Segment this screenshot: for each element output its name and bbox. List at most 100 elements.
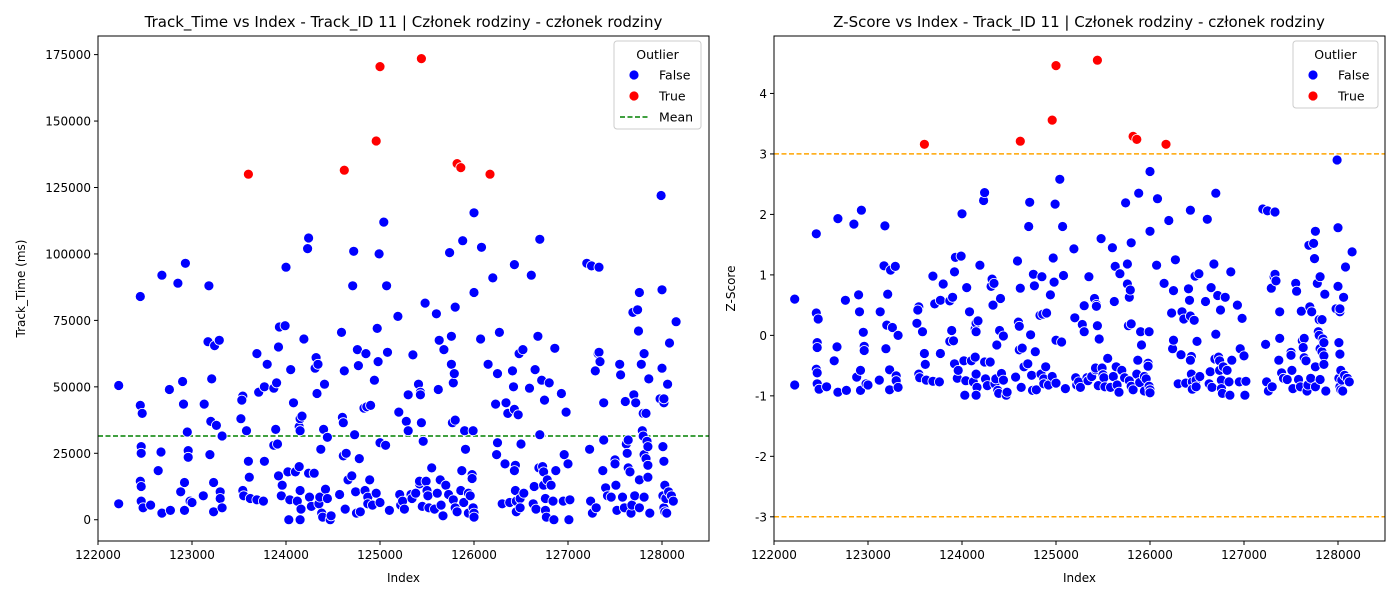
z-score-point-true-0 xyxy=(919,138,930,150)
track-time-point-false-58 xyxy=(257,495,269,507)
track-time-point-false-273 xyxy=(556,388,567,399)
z-score-point-false-202 xyxy=(1132,354,1144,366)
track-time-point-false-285 xyxy=(589,365,601,377)
z-score-point-false-146 xyxy=(1050,377,1062,389)
track-time-point-false-99 xyxy=(312,358,324,370)
track-time-legend-mean-label: Mean xyxy=(659,110,693,125)
z-score-point-false-197 xyxy=(1125,237,1137,249)
track-time-point-false-124 xyxy=(349,429,361,441)
z-score-point-true-1 xyxy=(1014,135,1026,147)
track-time-point-false-98 xyxy=(311,388,323,399)
track-time-legend-false-label: False xyxy=(659,68,691,83)
z-score-point-false-31 xyxy=(873,374,885,386)
z-score-point-false-224 xyxy=(1168,285,1179,297)
track-time-point-false-290 xyxy=(594,356,606,368)
z-score-point-false-214 xyxy=(1144,225,1156,237)
track-time-point-false-275 xyxy=(560,406,572,418)
track-time-legend-false-marker xyxy=(628,69,640,81)
z-score-point-false-74 xyxy=(959,389,971,401)
track-time-point-false-217 xyxy=(468,511,480,523)
track-time-point-false-137 xyxy=(364,474,376,486)
track-time-point-false-48 xyxy=(236,394,248,406)
z-score-y-tick-label: -2 xyxy=(755,450,767,464)
z-score-point-false-130 xyxy=(1030,384,1042,396)
z-score-point-false-22 xyxy=(855,364,866,376)
z-score-point-false-125 xyxy=(1026,369,1037,381)
track-time-point-false-278 xyxy=(564,494,576,506)
track-time-x-tick-label: 123000 xyxy=(169,548,215,562)
track-time-point-false-226 xyxy=(493,326,505,338)
z-score-point-false-52 xyxy=(919,348,930,359)
z-score-point-false-336 xyxy=(1320,385,1332,397)
z-score-point-false-203 xyxy=(1133,187,1145,199)
z-score-point-false-91 xyxy=(979,187,990,199)
track-time-point-false-148 xyxy=(380,439,392,451)
z-score-point-false-356 xyxy=(1346,246,1358,258)
track-time-point-false-220 xyxy=(482,358,494,370)
z-score-point-false-262 xyxy=(1215,304,1226,316)
track-time-point-false-187 xyxy=(438,344,450,356)
z-score-axes-frame xyxy=(773,35,1386,542)
z-score-point-false-267 xyxy=(1219,291,1231,303)
track-time-point-false-122 xyxy=(347,280,359,292)
track-time-point-false-123 xyxy=(348,245,360,257)
z-score-point-false-88 xyxy=(970,389,982,401)
track-time-point-false-221 xyxy=(487,272,499,284)
track-time-point-false-288 xyxy=(593,261,605,273)
track-time-y-tick-label: 100000 xyxy=(45,247,91,261)
track-time-point-false-142 xyxy=(371,322,383,334)
track-time-point-false-298 xyxy=(609,458,621,470)
z-score-point-false-153 xyxy=(1069,312,1081,324)
track-time-point-false-31 xyxy=(197,490,209,502)
z-score-point-false-32 xyxy=(879,220,891,232)
track-time-point-false-2 xyxy=(134,291,146,302)
z-score-point-false-218 xyxy=(1152,193,1163,205)
z-score-point-false-1 xyxy=(789,379,801,391)
track-time-point-false-328 xyxy=(638,491,650,503)
z-score-point-false-233 xyxy=(1185,204,1196,216)
track-time-point-false-334 xyxy=(642,471,654,483)
track-time-point-false-317 xyxy=(632,304,643,316)
z-score-point-false-317 xyxy=(1308,237,1319,249)
track-time-point-false-45 xyxy=(216,502,228,514)
z-score-point-false-200 xyxy=(1127,384,1139,396)
z-score-point-false-157 xyxy=(1075,381,1086,393)
track-time-point-false-281 xyxy=(584,443,595,455)
z-score-point-false-302 xyxy=(1291,285,1302,297)
track-time-point-false-286 xyxy=(590,502,602,514)
z-score-point-false-186 xyxy=(1113,386,1125,398)
track-time-point-false-211 xyxy=(466,473,478,484)
z-score-point-false-128 xyxy=(1029,280,1040,292)
z-score-point-false-219 xyxy=(1151,259,1162,271)
z-score-point-false-21 xyxy=(854,306,865,318)
z-score-point-false-129 xyxy=(1029,346,1041,358)
track-time-point-false-333 xyxy=(642,459,654,471)
z-score-point-false-213 xyxy=(1144,166,1156,177)
track-time-x-tick-label: 125000 xyxy=(357,548,403,562)
z-score-point-false-159 xyxy=(1078,300,1090,312)
track-time-point-false-5 xyxy=(135,447,147,459)
track-time-point-false-65 xyxy=(271,377,283,389)
track-time-point-false-117 xyxy=(338,365,350,377)
z-score-point-false-151 xyxy=(1060,383,1071,395)
track-time-point-false-268 xyxy=(545,479,557,491)
track-time-point-false-90 xyxy=(302,243,314,255)
z-score-point-false-150 xyxy=(1058,270,1069,281)
track-time-point-false-151 xyxy=(383,504,395,516)
z-score-point-false-288 xyxy=(1269,206,1281,218)
z-score-point-false-279 xyxy=(1239,389,1251,401)
track-time-point-false-152 xyxy=(392,310,404,322)
track-time-point-false-233 xyxy=(509,259,520,271)
track-time-point-false-133 xyxy=(360,348,372,360)
track-time-point-false-174 xyxy=(420,475,432,487)
z-score-point-false-86 xyxy=(970,368,982,380)
z-score-point-false-27 xyxy=(856,204,867,216)
track-time-point-false-64 xyxy=(270,423,282,435)
z-score-point-false-12 xyxy=(828,355,840,367)
z-score-point-false-292 xyxy=(1274,306,1286,318)
z-score-point-false-13 xyxy=(831,341,843,353)
track-time-point-false-292 xyxy=(598,397,610,409)
z-score-y-tick-label: 0 xyxy=(759,329,767,343)
z-score-point-false-217 xyxy=(1144,387,1156,399)
